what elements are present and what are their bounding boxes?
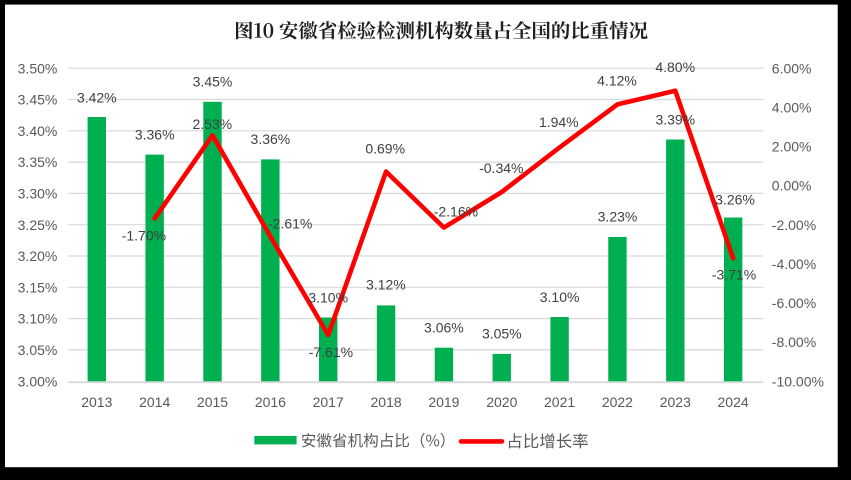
svg-text:3.00%: 3.00% [18, 373, 58, 389]
svg-text:2019: 2019 [428, 394, 459, 410]
svg-text:1.94%: 1.94% [539, 114, 579, 130]
svg-text:0.69%: 0.69% [365, 140, 405, 156]
svg-text:-0.34%: -0.34% [479, 160, 523, 176]
svg-text:0.00%: 0.00% [772, 178, 812, 194]
svg-text:2020: 2020 [486, 394, 517, 410]
svg-text:3.45%: 3.45% [18, 92, 58, 108]
svg-text:3.30%: 3.30% [18, 186, 58, 202]
svg-text:-3.71%: -3.71% [712, 267, 756, 283]
svg-text:-4.00%: -4.00% [772, 256, 816, 272]
svg-text:3.42%: 3.42% [77, 90, 117, 106]
svg-text:4.80%: 4.80% [655, 59, 695, 75]
svg-text:2013: 2013 [81, 394, 112, 410]
svg-text:3.20%: 3.20% [18, 248, 58, 264]
svg-text:-10.00%: -10.00% [772, 373, 824, 389]
svg-text:3.45%: 3.45% [193, 73, 233, 89]
svg-text:3.36%: 3.36% [135, 126, 175, 142]
svg-text:-1.70%: -1.70% [122, 228, 166, 244]
svg-text:3.06%: 3.06% [424, 319, 464, 335]
svg-text:3.36%: 3.36% [251, 131, 291, 147]
svg-text:-2.00%: -2.00% [772, 217, 816, 233]
svg-text:4.00%: 4.00% [772, 99, 812, 115]
svg-text:3.12%: 3.12% [366, 277, 406, 293]
svg-text:2024: 2024 [718, 394, 749, 410]
svg-text:-6.00%: -6.00% [772, 295, 816, 311]
svg-text:3.23%: 3.23% [598, 209, 638, 225]
svg-text:6.00%: 6.00% [772, 60, 812, 76]
svg-text:2017: 2017 [313, 394, 344, 410]
svg-text:2021: 2021 [544, 394, 575, 410]
svg-text:3.05%: 3.05% [18, 342, 58, 358]
svg-text:-8.00%: -8.00% [772, 334, 816, 350]
svg-text:2.00%: 2.00% [772, 139, 812, 155]
svg-text:3.25%: 3.25% [18, 217, 58, 233]
svg-text:2022: 2022 [602, 394, 633, 410]
svg-text:2.53%: 2.53% [192, 116, 232, 132]
svg-text:2016: 2016 [255, 394, 286, 410]
svg-text:3.39%: 3.39% [655, 111, 695, 127]
svg-text:3.40%: 3.40% [18, 123, 58, 139]
svg-text:2014: 2014 [139, 394, 170, 410]
svg-text:3.26%: 3.26% [715, 192, 755, 208]
svg-text:4.12%: 4.12% [597, 72, 637, 88]
svg-text:-7.61%: -7.61% [309, 344, 353, 360]
svg-text:3.35%: 3.35% [18, 154, 58, 170]
svg-text:3.10%: 3.10% [18, 311, 58, 327]
svg-text:2015: 2015 [197, 394, 228, 410]
svg-text:2018: 2018 [371, 394, 402, 410]
svg-text:3.10%: 3.10% [540, 289, 580, 305]
svg-text:3.15%: 3.15% [18, 279, 58, 295]
svg-text:3.05%: 3.05% [482, 326, 522, 342]
svg-text:-2.16%: -2.16% [434, 204, 478, 220]
svg-text:-2.61%: -2.61% [268, 216, 312, 232]
svg-text:2023: 2023 [660, 394, 691, 410]
svg-text:3.10%: 3.10% [308, 290, 348, 306]
svg-text:3.50%: 3.50% [18, 60, 58, 76]
